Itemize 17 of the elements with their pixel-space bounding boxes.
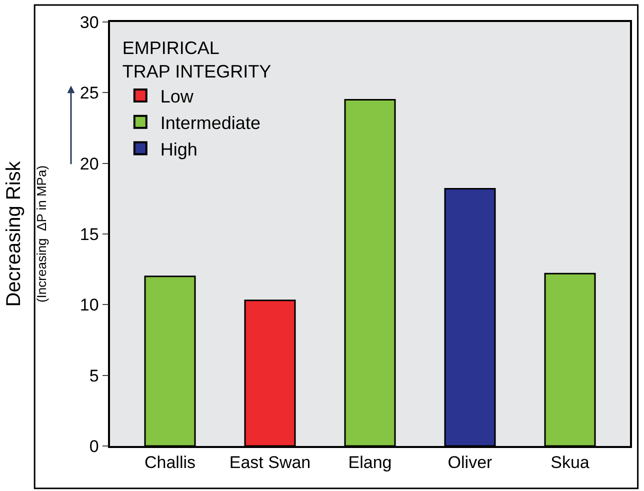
y-tick-label: 30: [80, 12, 99, 32]
y-tick-label: 10: [80, 296, 99, 315]
y-tick-label: 20: [80, 154, 99, 174]
y-tick-label: 15: [80, 224, 99, 244]
legend-label: Low: [160, 86, 194, 106]
x-tick-label: Skua: [550, 453, 590, 472]
legend-title: EMPIRICAL TRAP INTEGRITY: [122, 38, 272, 82]
legend-label: High: [160, 139, 198, 160]
x-tick-label: East Swan: [229, 453, 311, 472]
legend-label: Intermediate: [160, 112, 260, 133]
x-tick-label: Elang: [348, 453, 392, 472]
y-tick-label: 0: [89, 436, 99, 456]
y-axis-title: Decreasing Risk (Increasing ΔP in MPa): [2, 160, 49, 307]
y-tick-label: 5: [89, 366, 99, 386]
x-tick-label: Challis: [144, 453, 196, 472]
y-tick-label: 25: [80, 84, 99, 103]
x-tick-label: Oliver: [448, 453, 493, 472]
